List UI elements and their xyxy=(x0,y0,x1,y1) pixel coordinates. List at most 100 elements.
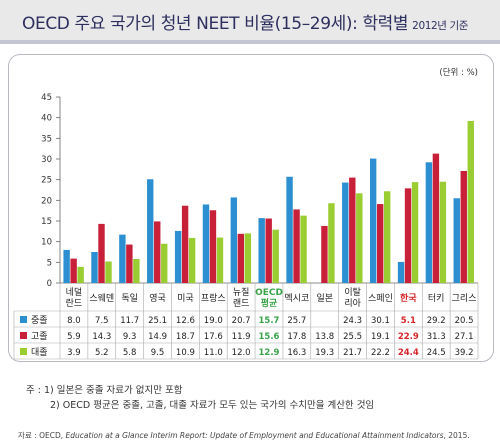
table-value: 3.9 xyxy=(67,348,81,358)
table-value: 19.1 xyxy=(371,332,390,342)
bar-고졸-0 xyxy=(70,258,77,283)
table-value: 5.1 xyxy=(401,316,416,326)
legend-swatch-대졸 xyxy=(20,348,27,355)
table-value: 15.7 xyxy=(259,316,280,326)
legend-label-중졸: 중졸 xyxy=(31,315,48,326)
table-value: 29.2 xyxy=(427,316,446,326)
table-value: 12.6 xyxy=(176,316,195,326)
bar-대졸-14 xyxy=(467,120,474,284)
bar-대졸-13 xyxy=(439,181,447,283)
table-value: 21.7 xyxy=(343,348,362,358)
bar-대졸-4 xyxy=(188,237,196,283)
table-value: 18.7 xyxy=(176,332,195,342)
table-value: 24.5 xyxy=(427,348,446,358)
table-value: 9.3 xyxy=(123,332,137,342)
table-value: 16.3 xyxy=(287,348,306,358)
bar-대졸-8 xyxy=(300,215,307,283)
table-value: 11.0 xyxy=(204,348,223,358)
category-label: 프랑스 xyxy=(201,292,226,304)
category-label: 터키 xyxy=(428,293,445,304)
table-value: 14.3 xyxy=(92,332,111,342)
bar-대졸-0 xyxy=(77,266,84,283)
source-prefix: 자료 : OECD, xyxy=(18,431,66,440)
legend-label-대졸: 대졸 xyxy=(31,347,48,358)
bar-대졸-12 xyxy=(411,182,419,283)
bar-중졸-8 xyxy=(286,176,293,283)
bar-중졸-4 xyxy=(174,230,182,283)
category-label: OECD 평균 xyxy=(255,288,283,309)
table-value: 24.3 xyxy=(343,316,362,326)
bar-고졸-11 xyxy=(376,204,384,283)
bar-중졸-2 xyxy=(119,234,126,283)
table-value: 20.7 xyxy=(232,316,251,326)
y-tick-label: 30 xyxy=(41,155,52,165)
table-value: 19.0 xyxy=(204,316,223,326)
table-value: 5.8 xyxy=(123,348,137,358)
y-tick-label: 45 xyxy=(41,93,52,103)
table-value: 11.9 xyxy=(232,332,251,342)
bar-chart: (단위 : %) 0 5 10 15 20 25 30 35 40 45 네덜 란드 스웨덴 독일 영국 미국 프… xyxy=(13,67,479,360)
table-value: 24.4 xyxy=(398,348,419,358)
table-value: 9.5 xyxy=(151,348,165,358)
source-note: 자료 : OECD, Education at a Glance Interim… xyxy=(18,430,470,441)
table-value: 5.9 xyxy=(67,332,81,342)
source-title: Education at a Glance Interim Report: Up… xyxy=(65,431,444,440)
footnote-2: 2) OECD 평균은 중졸, 고졸, 대졸 자료가 모두 있는 국가의 수치만… xyxy=(50,400,375,411)
table-value: 8.0 xyxy=(67,316,81,326)
table-value: 22.9 xyxy=(398,332,419,342)
legend-label-고졸: 고졸 xyxy=(31,331,48,342)
bar-대졸-7 xyxy=(272,229,279,283)
bar-중졸-13 xyxy=(425,162,433,283)
table-value: 19.3 xyxy=(315,348,334,358)
category-label: 멕시코 xyxy=(284,293,309,304)
category-label: 미국 xyxy=(177,293,194,304)
y-tick-label: 15 xyxy=(41,217,52,227)
bar-대졸-10 xyxy=(356,193,363,283)
table-value: 25.1 xyxy=(148,316,167,326)
bar-고졸-14 xyxy=(460,170,467,283)
bar-고졸-13 xyxy=(432,153,440,283)
y-tick-label: 0 xyxy=(47,279,52,289)
bar-대졸-9 xyxy=(328,203,335,283)
bar-대졸-2 xyxy=(133,259,140,283)
bar-중졸-0 xyxy=(63,249,70,283)
bar-중졸-10 xyxy=(342,182,349,283)
table-value: 17.8 xyxy=(287,332,306,342)
bar-고졸-7 xyxy=(265,218,272,283)
y-tick-label: 5 xyxy=(47,258,52,268)
y-tick-label: 35 xyxy=(41,134,52,144)
category-label: 한국 xyxy=(400,292,417,304)
y-tick-label: 25 xyxy=(41,176,52,186)
table-value: 11.7 xyxy=(120,316,139,326)
bar-대졸-11 xyxy=(383,191,391,283)
category-label: 일본 xyxy=(316,293,333,304)
bar-중졸-11 xyxy=(369,158,377,283)
bar-중졸-7 xyxy=(258,218,265,283)
bar-대졸-6 xyxy=(244,233,252,283)
category-label: 네덜 란드 xyxy=(66,286,83,309)
table-value: 25.5 xyxy=(343,332,362,342)
bar-고졸-1 xyxy=(98,223,105,283)
bar-대졸-3 xyxy=(161,243,168,283)
bar-고졸-3 xyxy=(154,221,161,283)
table-value: 22.2 xyxy=(371,348,390,358)
legend-swatch-고졸 xyxy=(20,332,27,339)
bar-고졸-10 xyxy=(349,177,356,283)
chart-title: OECD 주요 국가의 청년 NEET 비율(15–29세): 학력별 2012년… xyxy=(22,9,468,34)
bar-고졸-2 xyxy=(126,244,133,283)
table-value: 12.9 xyxy=(259,348,280,358)
title-bar: OECD 주요 국가의 청년 NEET 비율(15–29세): 학력별 2012년… xyxy=(0,0,500,42)
category-label: 스웨덴 xyxy=(89,292,114,304)
chart-title-text: OECD 주요 국가의 청년 NEET 비율(15–29세): 학력별 xyxy=(22,14,409,34)
table-value: 7.5 xyxy=(95,316,109,326)
bar-고졸-12 xyxy=(404,188,412,283)
unit-label: (단위 : %) xyxy=(439,67,478,78)
bar-고졸-8 xyxy=(293,209,300,283)
bar-고졸-9 xyxy=(321,225,328,283)
footnotes: 주 : 1) 일본은 중졸 자료가 없지만 포함 2) OECD 평균은 중졸,… xyxy=(26,383,374,413)
title-underline xyxy=(0,40,500,44)
category-label: 독일 xyxy=(121,293,138,304)
bar-고졸-6 xyxy=(237,233,245,283)
table-value: 13.8 xyxy=(315,332,334,342)
bar-중졸-6 xyxy=(230,197,238,283)
